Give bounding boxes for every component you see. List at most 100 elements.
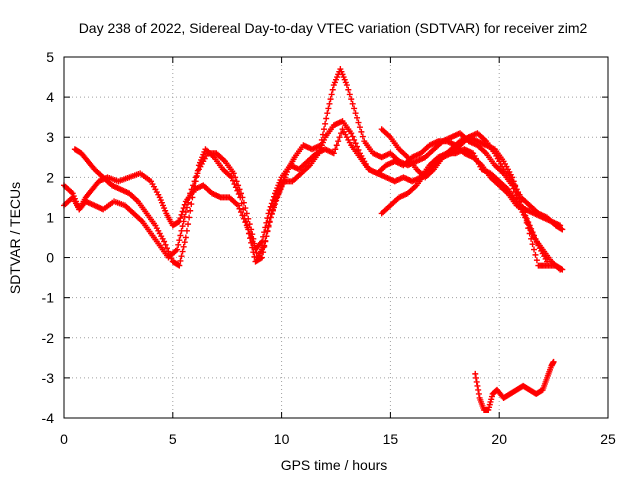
data-point [513,186,520,193]
data-point [328,91,335,98]
axis-ticks [63,56,609,419]
y-tick-label: 2 [46,169,54,185]
y-tick-label: -1 [42,290,55,306]
data-point [325,105,332,112]
data-point [178,211,185,218]
data-point [185,221,192,228]
data-point [189,194,196,201]
data-point [336,134,343,141]
data-point [175,241,182,248]
data-point [185,199,192,206]
data-point [324,110,331,117]
data-point [474,382,481,389]
data-point [526,230,533,237]
data-point [529,241,536,248]
x-axis-label: GPS time / hours [281,457,388,473]
data-point [237,194,244,201]
data-point [266,218,273,225]
data-point [183,227,190,234]
data-point [358,128,365,135]
x-tick-label: 25 [600,431,616,447]
data-point [234,187,241,194]
data-point [250,249,257,256]
data-point [176,262,183,269]
series-track-6 [472,358,557,413]
data-point [244,224,251,231]
data-point [354,114,361,121]
data-point [265,222,272,229]
data-point [351,105,358,112]
data-point [260,249,267,256]
data-point [528,235,535,242]
data-point [319,131,326,138]
x-tick-label: 20 [491,431,507,447]
data-point [349,100,356,107]
data-point [180,243,187,250]
data-point [348,130,355,137]
data-point [519,203,526,210]
data-point [179,223,186,230]
data-point [231,181,238,188]
data-point [270,202,277,209]
data-point [333,142,340,149]
data-point [188,201,195,208]
y-tick-label: 4 [46,89,54,105]
data-point [249,244,256,251]
data-point [176,237,183,244]
data-point [178,253,185,260]
data-point [355,146,362,153]
data-point [472,374,479,381]
data-point [269,206,276,213]
data-point [264,227,271,234]
data-point [550,358,557,365]
data-point [335,138,342,145]
data-point [348,96,355,103]
x-tick-label: 10 [274,431,290,447]
data-point [516,194,523,201]
data-point [235,202,242,209]
data-point [349,133,356,140]
data-point [245,230,252,237]
data-point [533,257,540,264]
data-point [318,136,325,143]
data-point [179,248,186,255]
data-point [183,204,190,211]
data-point [532,251,539,258]
data-point [238,200,245,207]
data-point [352,140,359,147]
data-point [190,189,197,196]
y-axis-label: SDTVAR / TECUs [7,182,23,294]
chart-title: Day 238 of 2022, Sidereal Day-to-day VTE… [79,20,588,36]
data-point [531,246,538,253]
data-points [61,66,566,413]
data-point [326,100,333,107]
y-tick-label: 0 [46,250,54,266]
data-point [359,133,366,140]
x-tick-labels: 0 5 10 15 20 25 [60,431,616,447]
y-tick-label: -2 [42,330,55,346]
data-point [510,178,517,185]
data-point [329,86,336,93]
data-point [174,246,181,253]
data-point [263,233,270,240]
data-point [230,170,237,177]
x-tick-label: 0 [60,431,68,447]
data-point [345,86,352,93]
data-point [251,253,258,260]
data-point [187,207,194,214]
data-point [322,120,329,127]
data-point [248,239,255,246]
data-point [178,227,185,234]
data-point [531,232,538,239]
data-point [177,232,184,239]
series-track-2 [61,118,564,261]
data-point [509,174,516,181]
data-point [248,226,255,233]
data-point [512,182,519,189]
data-point [517,198,524,205]
data-point [191,183,198,190]
data-point [475,386,482,393]
data-point [523,219,530,226]
data-point [181,239,188,246]
